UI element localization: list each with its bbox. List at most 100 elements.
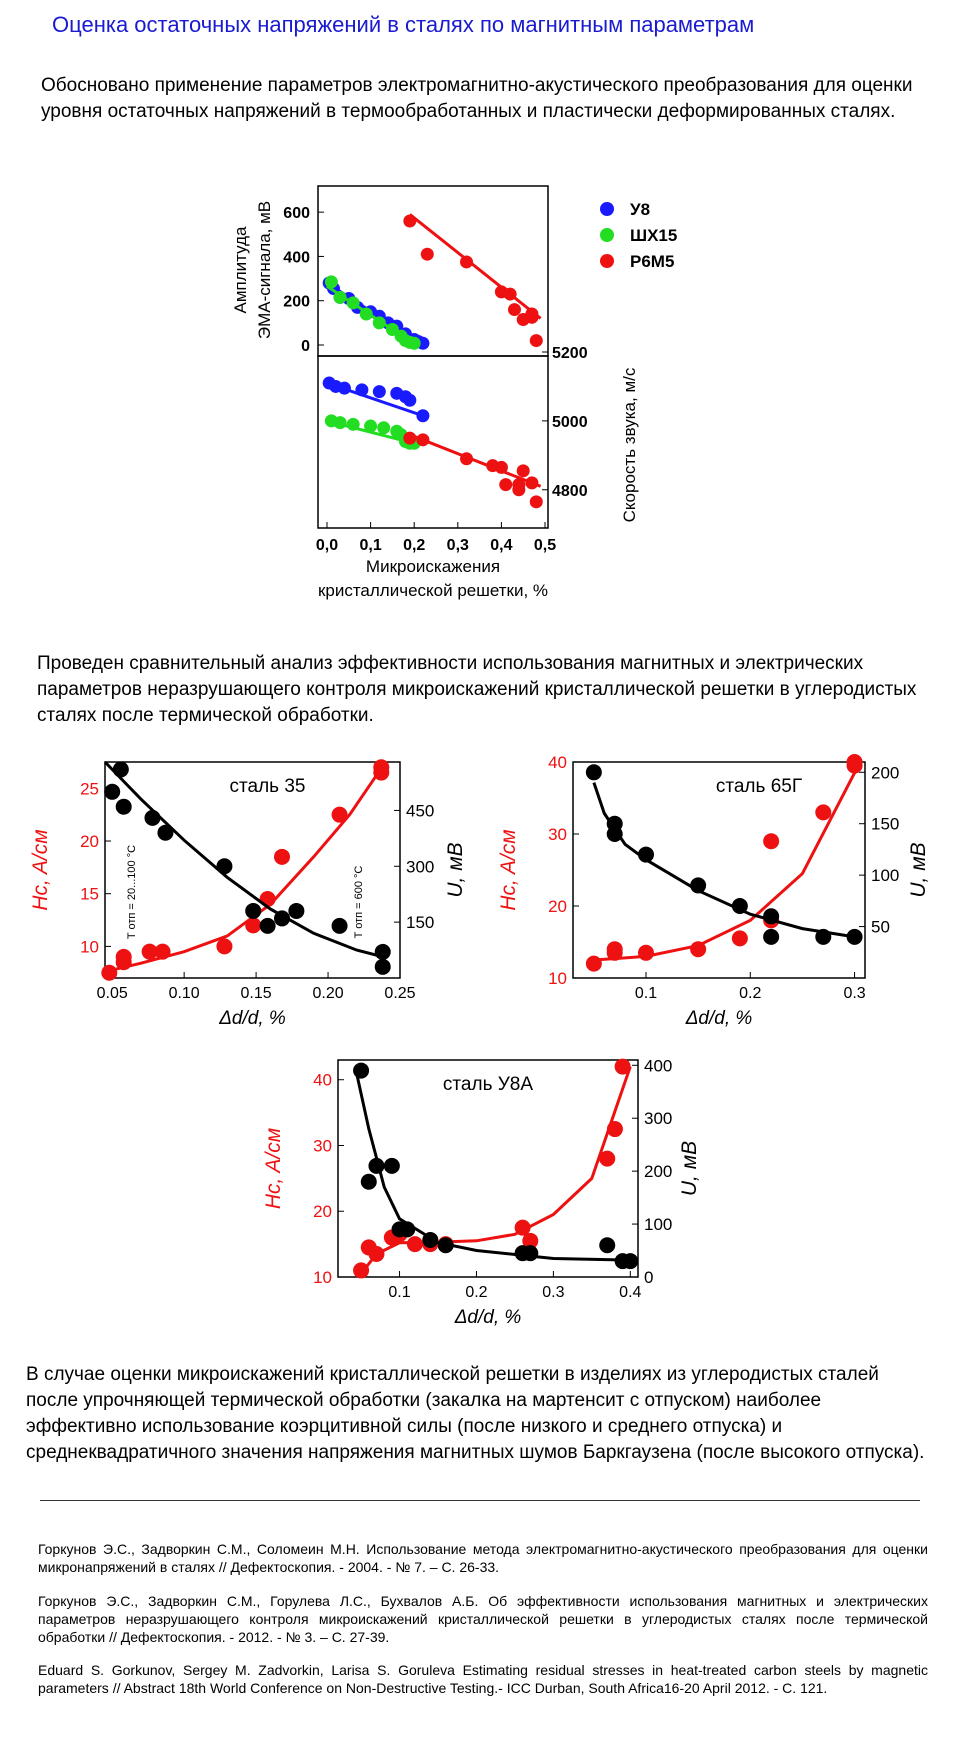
data-point	[115, 798, 132, 815]
y-tick-label-left: 20	[313, 1202, 332, 1221]
y-tick-label-right: 100	[644, 1215, 672, 1234]
y-tick-label-left: 10	[80, 937, 99, 956]
data-point	[585, 764, 602, 781]
data-point	[763, 928, 780, 945]
fit-line-Р6М5	[409, 433, 542, 488]
y-tick-label-left: 15	[80, 885, 99, 904]
data-point	[216, 938, 233, 955]
x-tick-label: 0,2	[403, 537, 425, 554]
fit-line-Hc	[593, 772, 856, 962]
chart-title: сталь 35	[230, 776, 306, 797]
y-tick-label-left: 40	[548, 753, 567, 772]
data-point	[331, 806, 348, 823]
data-point	[846, 754, 863, 770]
data-point	[353, 1262, 370, 1279]
data-point	[437, 1237, 454, 1254]
data-point	[259, 917, 276, 934]
data-point	[507, 303, 521, 317]
data-point	[372, 385, 386, 399]
x-tick-label: 0.4	[619, 1284, 641, 1301]
y-tick-label-right: 450	[406, 801, 434, 820]
y-axis-label-right: U, мВ	[444, 842, 467, 897]
bottom-panel-frame	[317, 355, 549, 529]
data-point	[525, 307, 539, 321]
conclusion-paragraph: В случае оценки микроискажений кристалли…	[26, 1364, 925, 1463]
data-point	[157, 824, 174, 841]
data-point	[372, 316, 386, 330]
data-point	[585, 955, 602, 972]
data-point	[377, 421, 391, 435]
data-point	[514, 1219, 531, 1236]
data-point	[337, 381, 351, 395]
reference-1: Горкунов Э.С., Задворкин С.М., Соломеин …	[38, 1541, 928, 1575]
legend-marker	[600, 202, 614, 216]
data-point	[522, 1232, 539, 1249]
y-axis-label-right: U, мВ	[907, 842, 930, 897]
x-axis-label-line2: кристаллической решетки, %	[318, 581, 548, 600]
data-point	[763, 833, 780, 850]
data-point	[460, 452, 474, 466]
y-axis-label-left: Hc, A/см	[497, 829, 520, 910]
y-tick-label-right: 300	[644, 1109, 672, 1128]
y-tick-label-left: 10	[313, 1268, 332, 1287]
y-tick-label-left: 40	[313, 1071, 332, 1090]
data-point	[331, 917, 348, 934]
intro-paragraph: Обосновано применение параметров электро…	[41, 75, 913, 122]
y-tick-label: 0	[301, 338, 310, 355]
y-axis-label-top-line1: Амплитуда	[231, 226, 250, 313]
data-point	[154, 943, 171, 960]
data-point	[324, 275, 338, 289]
data-point	[346, 296, 360, 310]
y-tick-label-right: 50	[871, 918, 890, 937]
data-point	[815, 804, 832, 821]
data-point	[104, 783, 121, 800]
y-tick-label: 4800	[552, 483, 588, 500]
data-point	[245, 917, 262, 934]
data-point	[420, 247, 434, 261]
y-tick-label-right: 400	[644, 1056, 672, 1075]
y-tick-label: 600	[283, 205, 310, 222]
y-tick-label-left: 10	[548, 969, 567, 988]
fit-line-U	[355, 1075, 631, 1262]
x-tick-label: 0,0	[316, 537, 338, 554]
data-point	[101, 964, 118, 981]
data-point	[399, 1221, 416, 1238]
data-point	[512, 483, 526, 497]
y-tick-label: 5000	[552, 414, 588, 431]
data-point	[525, 476, 539, 490]
data-point	[368, 1157, 385, 1174]
y-tick-label-right: 0	[644, 1268, 653, 1287]
data-point	[115, 954, 132, 971]
y-tick-label-left: 20	[548, 897, 567, 916]
data-point	[288, 902, 305, 919]
y-tick-label-right: 150	[406, 913, 434, 932]
data-point	[516, 464, 530, 478]
data-point	[403, 214, 417, 228]
y-tick-label: 5200	[552, 345, 588, 362]
chart-title: сталь У8А	[443, 1074, 533, 1095]
y-tick-label-right: 150	[871, 815, 899, 834]
y-tick-label: 400	[283, 249, 310, 266]
data-point	[622, 1253, 639, 1270]
data-point	[606, 826, 623, 842]
data-point	[731, 898, 748, 914]
legend-label: ШХ15	[630, 226, 677, 245]
data-point	[274, 910, 290, 927]
divider	[40, 1500, 920, 1501]
fit-line-Hc	[359, 1066, 632, 1275]
fit-line-U	[592, 782, 855, 939]
data-point	[403, 431, 417, 445]
x-tick-label: 0.3	[843, 985, 865, 1002]
data-point	[333, 416, 347, 430]
x-tick-label: 0,3	[447, 537, 469, 554]
data-point	[333, 290, 347, 304]
data-point	[846, 928, 863, 945]
x-tick-label: 0.1	[388, 1284, 410, 1301]
data-point	[141, 943, 158, 960]
x-axis-label: Δd/d, %	[454, 1307, 522, 1328]
data-point	[373, 759, 390, 776]
x-axis-label: Δd/d, %	[685, 1008, 753, 1029]
